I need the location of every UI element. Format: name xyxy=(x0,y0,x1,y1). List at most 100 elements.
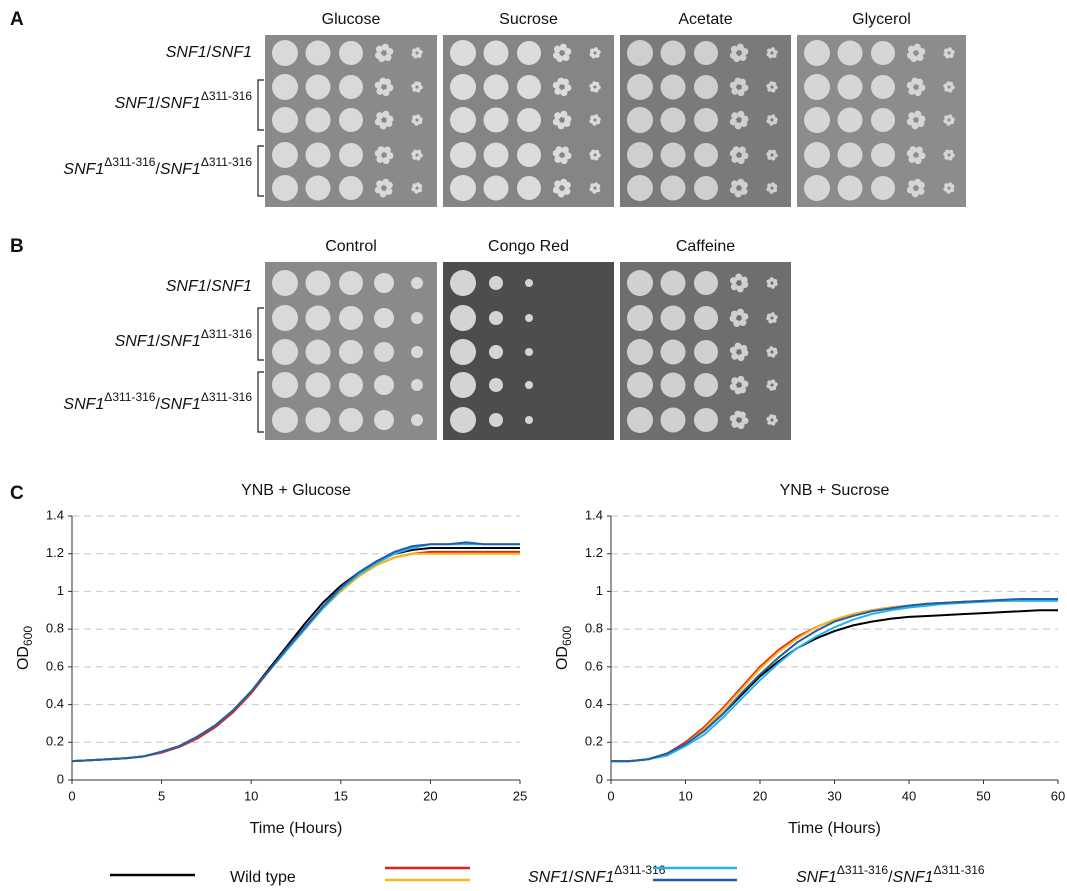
series-line xyxy=(71,547,520,763)
series-line xyxy=(71,552,520,763)
colony xyxy=(733,320,741,328)
y-tick-label: 1.2 xyxy=(46,545,64,560)
y-axis-label: OD600 xyxy=(15,626,35,670)
colony xyxy=(563,187,571,195)
colony xyxy=(769,414,774,419)
colony-spot xyxy=(627,107,653,133)
superscript: Δ311-316 xyxy=(104,390,155,404)
colony xyxy=(590,115,595,120)
colony-spot xyxy=(660,339,686,365)
colony xyxy=(741,48,749,56)
y-tick-label: 0 xyxy=(596,771,603,786)
colony-spot xyxy=(489,276,503,290)
colony xyxy=(734,77,742,85)
colony xyxy=(772,53,777,58)
colony xyxy=(737,354,745,362)
colony xyxy=(739,54,747,62)
colony xyxy=(564,115,572,123)
colony xyxy=(950,117,955,122)
colony xyxy=(737,110,745,118)
colony-spot xyxy=(660,40,686,66)
colony xyxy=(729,149,737,157)
colony-spot xyxy=(272,142,298,168)
colony-spot xyxy=(489,311,503,325)
colony xyxy=(918,84,926,92)
label-part: SNF1 xyxy=(528,869,569,886)
colony xyxy=(768,319,773,324)
colony-spot xyxy=(525,381,533,389)
colony xyxy=(412,48,417,53)
colony xyxy=(770,47,775,52)
colony xyxy=(416,149,422,155)
colony xyxy=(766,348,771,354)
colony-spot xyxy=(272,270,298,296)
colony xyxy=(592,121,597,126)
label-part: / xyxy=(888,869,893,886)
colony xyxy=(739,319,747,327)
colony xyxy=(908,180,916,188)
x-tick-label: 20 xyxy=(423,788,437,803)
colony-spot xyxy=(660,107,686,133)
colony-spot xyxy=(837,40,863,66)
colony-spot xyxy=(660,175,686,201)
condition-title: Control xyxy=(325,238,377,255)
colony-spot xyxy=(517,143,541,167)
colony-spot xyxy=(483,107,509,133)
label-part: / xyxy=(155,161,160,178)
y-tick-label: 0 xyxy=(57,771,64,786)
colony xyxy=(949,187,955,193)
colony-spot xyxy=(525,348,533,356)
colony xyxy=(418,153,423,158)
colony-spot xyxy=(660,74,686,100)
label-part: SNF1 xyxy=(63,161,104,178)
y-tick-label: 0.6 xyxy=(585,658,603,673)
colony xyxy=(595,53,600,58)
colony xyxy=(737,375,745,383)
colony-spot xyxy=(305,74,331,100)
colony xyxy=(737,157,745,165)
colony xyxy=(386,84,394,92)
colony xyxy=(914,178,922,186)
colony-spot xyxy=(450,270,476,296)
colony xyxy=(773,418,778,423)
colony-spot xyxy=(694,41,718,65)
colony xyxy=(943,186,948,192)
y-tick-label: 1 xyxy=(596,583,603,598)
colony-spot xyxy=(660,305,686,331)
superscript: Δ311-316 xyxy=(201,89,252,103)
colony-spot xyxy=(627,142,653,168)
colony xyxy=(592,189,597,194)
colony-spot xyxy=(660,407,686,433)
colony-spot xyxy=(339,306,363,330)
colony xyxy=(734,190,742,198)
colony xyxy=(729,186,737,194)
colony xyxy=(552,118,560,126)
x-tick-label: 0 xyxy=(68,788,75,803)
colony-spot xyxy=(871,41,895,65)
x-tick-label: 25 xyxy=(513,788,527,803)
colony xyxy=(908,112,916,120)
colony xyxy=(590,87,595,92)
colony-spot xyxy=(837,142,863,168)
colony xyxy=(384,54,392,62)
colony xyxy=(412,87,417,92)
colony-spot xyxy=(694,176,718,200)
colony xyxy=(767,87,772,92)
superscript: Δ311-316 xyxy=(614,863,665,877)
superscript: Δ311-316 xyxy=(933,863,984,877)
label-part: / xyxy=(207,278,212,295)
colony xyxy=(766,416,771,422)
colony xyxy=(731,180,739,188)
chart-title: YNB + Glucose xyxy=(241,482,351,499)
colony xyxy=(729,315,737,323)
colony xyxy=(734,410,742,418)
colony xyxy=(589,151,594,157)
legend-label: Wild type xyxy=(230,869,296,886)
colony xyxy=(736,285,744,293)
colony-spot xyxy=(804,107,830,133)
colony xyxy=(737,89,745,97)
colony xyxy=(376,155,384,163)
colony xyxy=(907,45,915,53)
strain-label: SNF1/SNF1 xyxy=(166,278,252,295)
